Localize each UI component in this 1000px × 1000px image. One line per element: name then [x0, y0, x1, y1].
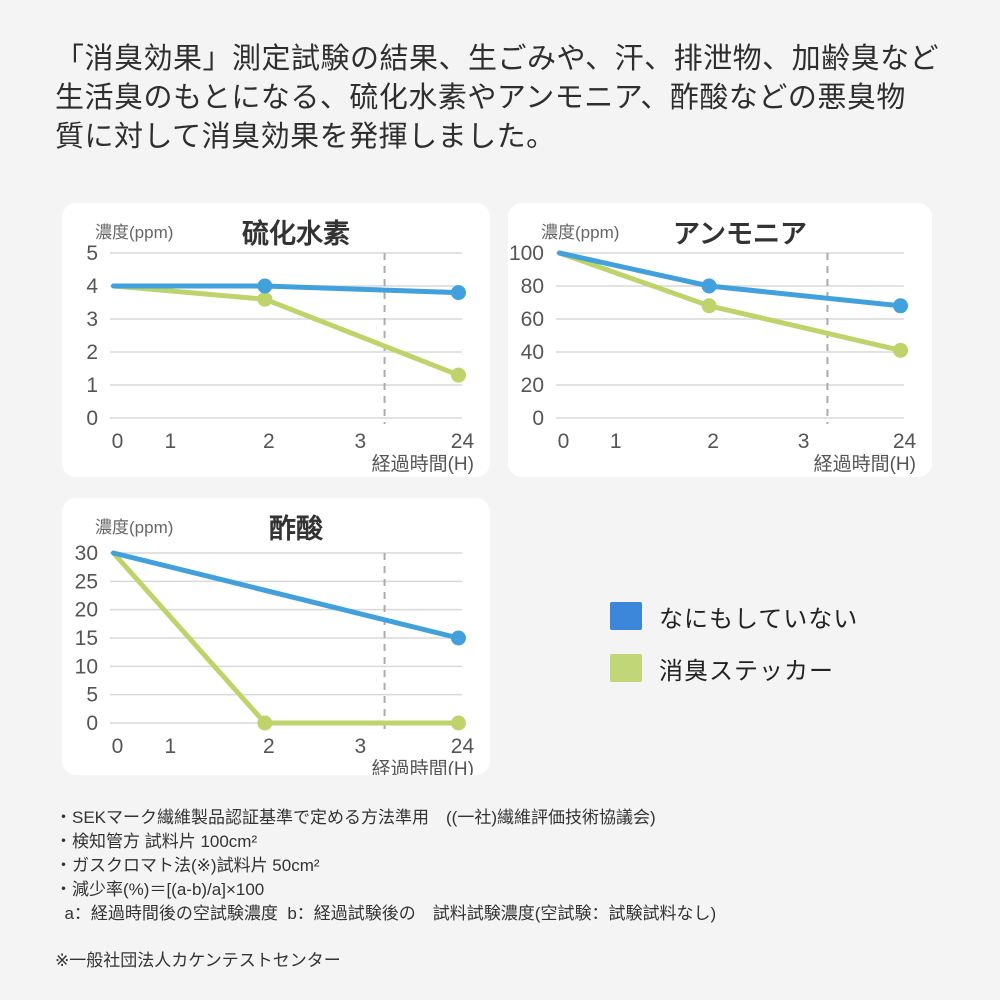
- footnote-line-3: ・ガスクロマト法(※)試料片 50cm²: [55, 856, 320, 875]
- x-tick-label: 2: [707, 430, 719, 453]
- y-tick-label: 4: [86, 275, 98, 298]
- y-axis-label: 濃度(ppm): [95, 518, 173, 537]
- y-tick-label: 5: [86, 684, 98, 707]
- footnote-line-2: ・検知管方 試料片 100cm²: [55, 832, 258, 851]
- chart-legend: なにもしていない 消臭ステッカー: [610, 601, 858, 705]
- data-point-line_blue: [450, 285, 466, 301]
- x-axis-label: 経過時間(H): [372, 453, 474, 475]
- x-tick-label: 0: [112, 430, 124, 453]
- y-tick-label: 2: [86, 341, 98, 364]
- footnote-line-1: ・SEKマーク繊維製品認証基準で定める方法準用 ((一社)繊維評価技術協議会): [55, 808, 656, 827]
- y-tick-label: 20: [521, 374, 544, 397]
- legend-swatch-green: [610, 654, 642, 682]
- x-tick-label: 1: [164, 430, 176, 453]
- y-tick-label: 15: [75, 627, 98, 650]
- y-axis-label: 濃度(ppm): [541, 223, 619, 242]
- data-point-line_blue: [450, 630, 466, 646]
- x-tick-label: 24: [451, 430, 475, 453]
- chart-title: 硫化水素: [242, 218, 350, 249]
- x-tick-label: 3: [355, 430, 367, 453]
- header-line-3: 質に対して消臭効果を発揮しました。: [55, 121, 556, 153]
- data-point-line_green: [701, 298, 717, 314]
- x-axis-label: 経過時間(H): [372, 758, 474, 775]
- chart-title: アンモニア: [673, 219, 807, 249]
- y-tick-label: 20: [75, 599, 98, 622]
- x-tick-label: 24: [451, 735, 475, 758]
- series-line-line_green: [111, 283, 461, 378]
- y-tick-label: 40: [521, 341, 544, 364]
- y-tick-label: 0: [86, 712, 98, 735]
- chart-card-acetic-acid: 30 25 20 15 10 5 0 0 1 2 3 24 濃度(ppm) 酢酸経過時間(H): [62, 498, 490, 775]
- y-tick-label: 100: [509, 242, 544, 265]
- legend-label-deodorant-sticker: 消臭ステッカー: [659, 657, 834, 685]
- x-tick-label: 2: [263, 430, 275, 453]
- legend-swatch-blue: [610, 602, 642, 630]
- x-tick-label: 2: [263, 735, 275, 758]
- series-line-line_blue: [556, 250, 904, 309]
- y-tick-label: 0: [86, 407, 98, 430]
- y-tick-label: 25: [75, 570, 98, 593]
- header-line-1: 「消臭効果」測定試験の結果、生ごみや、汗、排泄物、加齢臭など: [55, 43, 940, 75]
- data-point-line_blue: [701, 278, 717, 294]
- y-tick-label: 1: [86, 374, 98, 397]
- chart-card-ammonia: 100 80 60 40 20 0 0 1 2 3 24 濃度(ppm) アンモニア経過時間(H): [508, 203, 932, 477]
- x-tick-label: 0: [112, 735, 124, 758]
- y-tick-label: 80: [521, 275, 544, 298]
- page-title: 「消臭効果」測定試験の結果、生ごみや、汗、排泄物、加齢臭など 生活臭のもとになる…: [55, 40, 965, 157]
- data-point-line_green: [893, 342, 909, 358]
- y-tick-label: 30: [75, 542, 98, 565]
- x-axis-label: 経過時間(H): [814, 453, 916, 475]
- data-point-line_blue: [893, 298, 909, 314]
- x-tick-label: 0: [558, 430, 570, 453]
- chart-title: 酢酸: [269, 514, 324, 544]
- legend-item-untreated: なにもしていない: [610, 601, 859, 633]
- footnote-line-4: ・減少率(%)＝[(a-b)/a]×100: [55, 880, 265, 899]
- series-line-line_blue: [111, 550, 461, 641]
- x-tick-label: 24: [893, 430, 917, 453]
- data-point-line_green: [257, 291, 273, 307]
- legend-item-deodorant-sticker: 消臭ステッカー: [610, 653, 858, 685]
- x-tick-label: 1: [164, 735, 176, 758]
- y-tick-label: 5: [86, 242, 98, 265]
- chart-card-hydrogen-sulfide: 5 4 3 2 1 0 0 1 2 3 24 濃度(ppm) 硫化水素経過時間(H): [62, 203, 490, 477]
- y-axis-label: 濃度(ppm): [95, 223, 173, 242]
- x-tick-label: 3: [798, 430, 810, 453]
- x-tick-label: 3: [355, 735, 367, 758]
- data-point-line_green: [450, 367, 466, 383]
- footnotes: ・SEKマーク繊維製品認証基準で定める方法準用 ((一社)繊維評価技術協議会) …: [55, 806, 955, 973]
- header-line-2: 生活臭のもとになる、硫化水素やアンモニア、酢酸などの悪臭物: [55, 82, 906, 114]
- data-point-line_green: [257, 715, 273, 731]
- footnote-line-5: a：経過時間後の空試験濃度 b：経過試験後の 試料試験濃度(空試験：試験試料なし…: [55, 904, 717, 923]
- y-tick-label: 0: [532, 407, 544, 430]
- y-tick-label: 3: [86, 308, 98, 331]
- legend-label-untreated: なにもしていない: [659, 605, 859, 633]
- data-point-line_blue: [257, 278, 273, 294]
- footnote-source: ※一般社団法人カケンテストセンター: [55, 951, 341, 970]
- data-point-line_green: [450, 715, 466, 731]
- y-tick-label: 60: [521, 308, 544, 331]
- x-tick-label: 1: [610, 430, 622, 453]
- y-tick-label: 10: [75, 655, 98, 678]
